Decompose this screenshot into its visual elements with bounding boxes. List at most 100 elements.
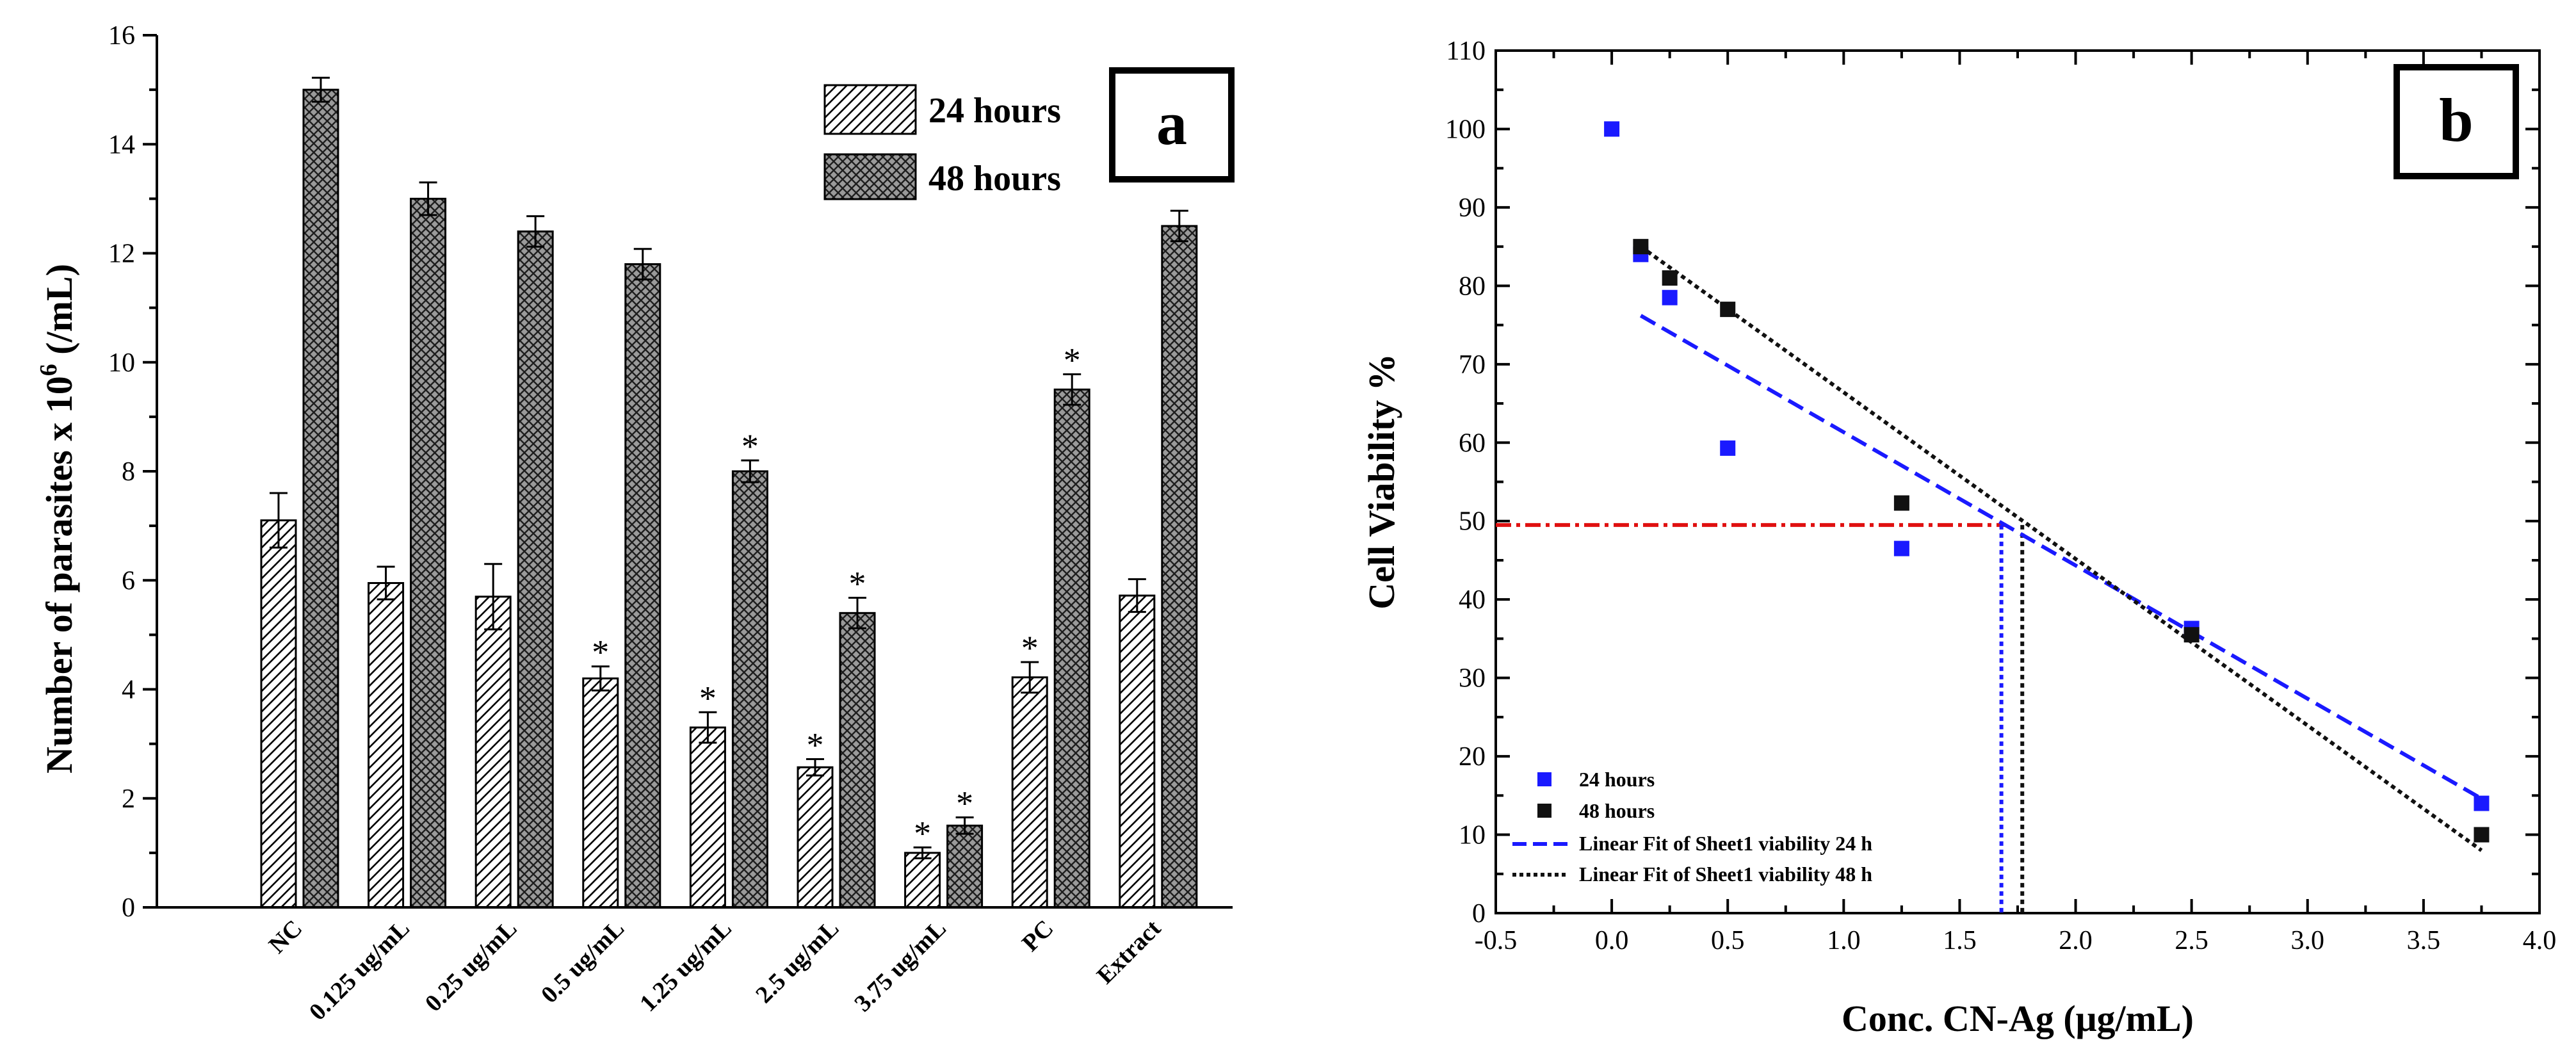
point-48-hours-2 [1720, 302, 1736, 318]
bar-48-hours-1-25-ug-ml [731, 470, 768, 909]
panel-a-y-tick-label: 14 [108, 130, 135, 159]
point-24-hours-2 [1662, 289, 1678, 305]
panel-b-letter-box: b [2394, 64, 2519, 179]
significance-star-48-hours-1-25-ug-ml: * [741, 427, 759, 466]
panel-a-error-bars [270, 76, 1188, 859]
panel-b-x-tick-label: 2.5 [2175, 926, 2208, 955]
point-48-hours-5 [2474, 827, 2490, 843]
panel-a-y-tick-label: 0 [122, 893, 135, 923]
significance-star-48-hours-3-75-ug-ml: * [956, 784, 973, 823]
legend-swatch-24-hours [823, 84, 917, 135]
bar-48-hours-0-25-ug-ml [517, 230, 554, 909]
x-category-label-0-25-ug-ml: 0.25 ug/mL [420, 915, 522, 1018]
bar-48-hours-2-5-ug-ml [839, 612, 876, 909]
x-category-label-3-75-ug-ml: 3.75 ug/mL [849, 915, 952, 1018]
panel-b-y-tick-label: 60 [1459, 428, 1486, 458]
bar-24-hours-0-125-ug-ml [368, 582, 405, 909]
legend-label-48-hours-b: 48 hours [1579, 799, 1655, 822]
point-48-hours-1 [1662, 270, 1678, 286]
point-48-hours-0 [1633, 239, 1649, 255]
legend-label-fit-48h: Linear Fit of Sheet1 viability 48 h [1579, 863, 1872, 886]
panel-a-bars [260, 88, 1198, 909]
bar-24-hours-3-75-ug-ml [904, 852, 941, 909]
panel-a-y-tick-label: 2 [122, 784, 135, 814]
panel-a-y-tick-label: 12 [108, 239, 135, 269]
bar-24-hours-pc [1011, 676, 1048, 909]
panel-b-x-tick-label: -0.5 [1475, 926, 1518, 955]
panel-b-x-tick-label: 3.0 [2291, 926, 2325, 955]
panel-b-scatter-chart: -0.5 0.0 0.5 1.0 1.5 2.0 2.5 3.0 3.5 4.0 0 10 20 30 40… [1361, 36, 2556, 1039]
bar-24-hours-2-5-ug-ml [797, 766, 834, 909]
panel-a-y-tick-label: 8 [122, 457, 135, 487]
point-24-hours-3 [1720, 440, 1736, 456]
panel-a-y-axis-title: Number of parasites x 106 (/mL) [35, 264, 80, 774]
panel-b-y-tick-label: 90 [1459, 193, 1486, 223]
bar-24-hours-nc [260, 519, 297, 909]
legend-label-24-hours-b: 24 hours [1579, 768, 1655, 791]
x-category-label-0-5-ug-ml: 0.5 ug/mL [536, 915, 629, 1009]
significance-star-48-hours-pc: * [1064, 341, 1081, 379]
significance-star-48-hours-2-5-ug-ml: * [849, 564, 866, 603]
panel-a-y-tick-label: 10 [108, 348, 135, 378]
panel-b-lines [1496, 245, 2483, 913]
panel-b-points [1604, 121, 2490, 843]
x-category-label-2-5-ug-ml: 2.5 ug/mL [750, 915, 844, 1009]
significance-star-24-hours-1-25-ug-ml: * [699, 679, 717, 717]
legend-swatch-48-hours [823, 153, 917, 200]
bar-24-hours-0-5-ug-ml [582, 677, 619, 909]
panel-b-y-tick-label: 20 [1459, 742, 1486, 772]
panel-b-x-axis-title: Conc. CN-Ag (μg/mL) [1842, 998, 2194, 1039]
panel-a-y-tick-label: 4 [122, 676, 135, 705]
bar-48-hours-extract [1161, 225, 1198, 909]
panel-a-letter-box: a [1109, 67, 1235, 182]
panel-a-y-tick-label: 6 [122, 566, 135, 596]
point-24-hours-0 [1604, 121, 1620, 137]
point-48-hours-4 [2183, 627, 2199, 643]
panel-b-y-tick-label: 10 [1459, 821, 1486, 850]
panel-b-x-tick-label: 0.5 [1711, 926, 1745, 955]
panel-b-y-tick-label: 50 [1459, 507, 1486, 537]
bar-48-hours-0-125-ug-ml [410, 197, 447, 909]
panel-b-axes: -0.5 0.0 0.5 1.0 1.5 2.0 2.5 3.0 3.5 4.0 0 10 20 30 40… [1445, 36, 2556, 955]
bar-24-hours-0-25-ug-ml [474, 596, 512, 909]
point-48-hours-3 [1893, 495, 1909, 511]
panel-b-x-tick-label: 0.0 [1595, 926, 1629, 955]
panel-a-y-axis-title-exponent: 6 [35, 364, 62, 376]
legend-label-24-hours: 24 hours [928, 91, 1061, 131]
bar-48-hours-0-5-ug-ml [624, 263, 661, 909]
panel-b-x-tick-label: 4.0 [2523, 926, 2557, 955]
panel-b-y-tick-label: 30 [1459, 664, 1486, 693]
significance-star-24-hours-2-5-ug-ml: * [807, 726, 824, 764]
panel-b-y-tick-label: 40 [1459, 585, 1486, 615]
panel-b-y-tick-label: 70 [1459, 350, 1486, 380]
panel-b-x-tick-label: 2.0 [2059, 926, 2093, 955]
panel-a-y-tick-label: 16 [108, 21, 135, 51]
panel-b-x-tick-label: 3.5 [2407, 926, 2441, 955]
panel-b-legend: 24 hours 48 hours Linear Fit of Sheet1 v… [1512, 768, 1872, 886]
x-category-label-1-25-ug-ml: 1.25 ug/mL [635, 915, 737, 1018]
legend-marker-24-hours [1537, 772, 1551, 786]
point-24-hours-6 [2474, 795, 2490, 811]
panel-b-y-tick-label: 80 [1459, 272, 1486, 301]
bar-24-hours-1-25-ug-ml [689, 726, 726, 909]
fit-line-linear-fit-of-sheet1-viability-48-h [1639, 245, 2483, 852]
panel-a-letter-frame [1109, 67, 1235, 182]
panel-a-significance-marks: * * * * * * * * * [592, 341, 1080, 852]
legend-marker-48-hours [1537, 804, 1551, 818]
x-category-label-0-125-ug-ml: 0.125 ug/mL [304, 915, 415, 1026]
panel-b-y-tick-label: 110 [1446, 36, 1486, 66]
significance-star-24-hours-pc: * [1021, 629, 1039, 667]
panel-b-y-axis-title: Cell Viability % [1361, 353, 1402, 610]
panel-a-bar-chart: * * * * * * * * * 0 2 4 6 8 10 12 14 16 NC0.125 ug/mL 0.25… [35, 21, 1235, 1026]
legend-label-fit-24h: Linear Fit of Sheet1 viability 24 h [1579, 832, 1872, 855]
significance-star-24-hours-3-75-ug-ml: * [914, 814, 931, 852]
panel-a-legend: 24 hours 48 hours [823, 84, 1061, 200]
panel-b-y-tick-label: 0 [1472, 899, 1486, 928]
x-category-label-nc: NC [264, 915, 308, 959]
panel-a-y-axis-title-main: Number of parasites x 10 [38, 376, 80, 774]
panel-a-letter: a [1156, 89, 1187, 158]
bar-48-hours-nc [302, 88, 339, 909]
panel-b-letter-frame [2394, 64, 2519, 179]
point-24-hours-4 [1893, 540, 1909, 556]
